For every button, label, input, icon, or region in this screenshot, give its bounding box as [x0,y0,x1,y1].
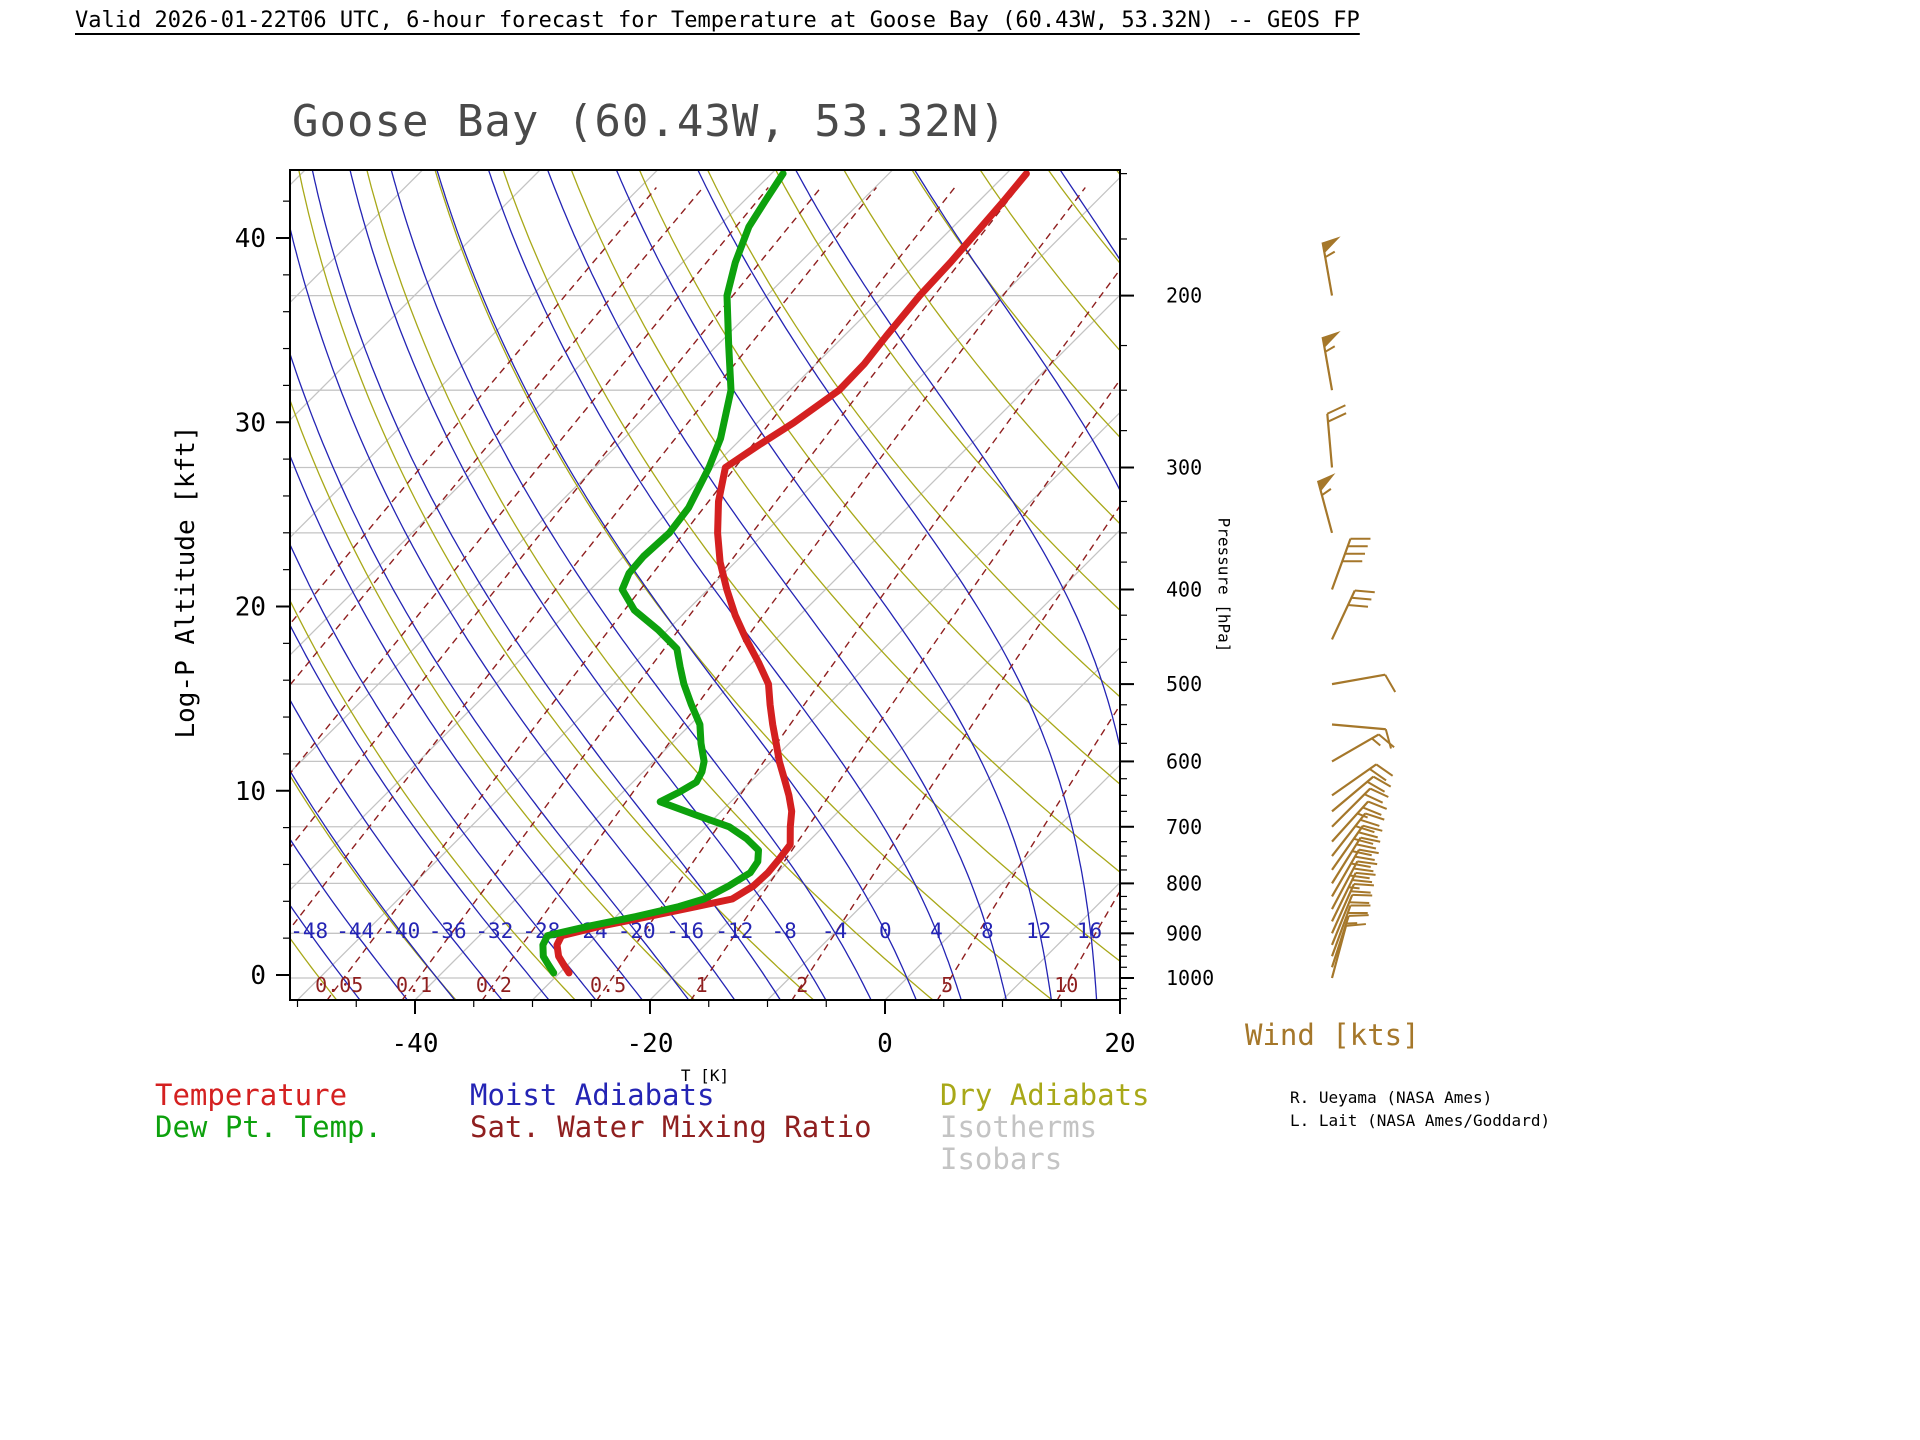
pressure-tick-label: 700 [1166,815,1202,839]
pressure-tick-label: 900 [1166,921,1202,945]
wind-units-label: Wind [kts] [1245,1018,1420,1052]
moist-adiabat-label: -48 [290,919,328,943]
altitude-tick-label: 10 [235,777,266,807]
mixing-ratio-label: 0.2 [476,973,512,997]
moist-adiabat-label: 16 [1077,919,1102,943]
mixing-ratio-label: 10 [1054,973,1078,997]
page-title: Valid 2026-01-22T06 UTC, 6-hour forecast… [75,8,1360,33]
legend-temperature: Temperature [155,1078,348,1112]
pressure-tick-label: 300 [1166,456,1202,480]
moist-adiabat-label: -40 [382,919,420,943]
mixing-ratio-label: 5 [941,973,953,997]
pressure-tick-label: 400 [1166,577,1202,601]
legend-dry-adiabats: Dry Adiabats [940,1078,1150,1112]
pressure-tick-label: 1000 [1166,966,1214,990]
mixing-ratio-label: 1 [696,973,708,997]
pressure-tick-label: 200 [1166,284,1202,308]
moist-adiabat-label: 12 [1026,919,1051,943]
moist-adiabat-label: 4 [930,919,943,943]
temperature-tick-label: -40 [392,1029,439,1059]
mixing-ratio-label: 2 [796,973,808,997]
plot-border [289,169,1121,1001]
moist-adiabat-label: -32 [475,919,513,943]
axis-ticks: 0102030402003004005006007008009001000-40… [235,173,1214,1059]
legend-dewpoint: Dew Pt. Temp. [155,1110,382,1144]
legend-moist-adiabats: Moist Adiabats [470,1078,715,1112]
legend-isobars: Isobars [940,1142,1063,1176]
legend-mixing-ratio: Sat. Water Mixing Ratio [470,1110,872,1144]
moist-adiabat-label: -16 [666,919,704,943]
moist-adiabat-label: -4 [822,919,847,943]
wind-barbs [1316,236,1397,979]
plot-area: -48 -44 -40 -36 -32 -28 -24 -20 -16 -12 -8 -4 0 4 8 12 1… [290,170,1120,1000]
moist-adiabats [290,170,1120,1000]
altitude-tick-label: 20 [235,593,266,623]
x-axis-label: T [K] [680,1066,730,1085]
mixing-ratio-lines [290,187,1120,1000]
credit-line-1: R. Ueyama (NASA Ames) [1290,1088,1493,1107]
moist-adiabat-label: -8 [771,919,796,943]
chart-title: Goose Bay (60.43W, 53.32N) [292,96,1007,147]
moist-adiabat-label: 0 [879,919,892,943]
temperature-tick-label: -20 [627,1029,674,1059]
moist-adiabat-label: -36 [429,919,467,943]
moist-adiabat-label: -12 [715,919,753,943]
mixing-ratio-label: 0.5 [590,973,626,997]
credit-line-2: L. Lait (NASA Ames/Goddard) [1290,1111,1551,1130]
altitude-tick-label: 0 [250,961,266,991]
mixing-ratio-labels: 0.05 0.1 0.2 0.5 1 2 5 10 [315,973,1078,997]
temperature-tick-label: 0 [877,1029,893,1059]
altitude-tick-label: 40 [235,224,266,254]
mixing-ratio-label: 0.1 [396,973,432,997]
moist-adiabat-label: 8 [981,919,994,943]
dewpoint-line [539,170,787,977]
isotherms [290,170,1120,1000]
legend-isotherms: Isotherms [940,1110,1098,1144]
pressure-tick-label: 500 [1166,672,1202,696]
pressure-tick-label: 600 [1166,749,1202,773]
pressure-tick-label: 800 [1166,871,1202,895]
moist-adiabat-label: -44 [336,919,374,943]
temperature-tick-label: 20 [1104,1029,1135,1059]
dry-adiabats [290,170,1120,1000]
moist-adiabat-labels: -48 -44 -40 -36 -32 -28 -24 -20 -16 -12 -8 -4 0 4 8 12 1… [290,919,1102,943]
mixing-ratio-label: 0.05 [315,973,363,997]
altitude-tick-label: 30 [235,408,266,438]
